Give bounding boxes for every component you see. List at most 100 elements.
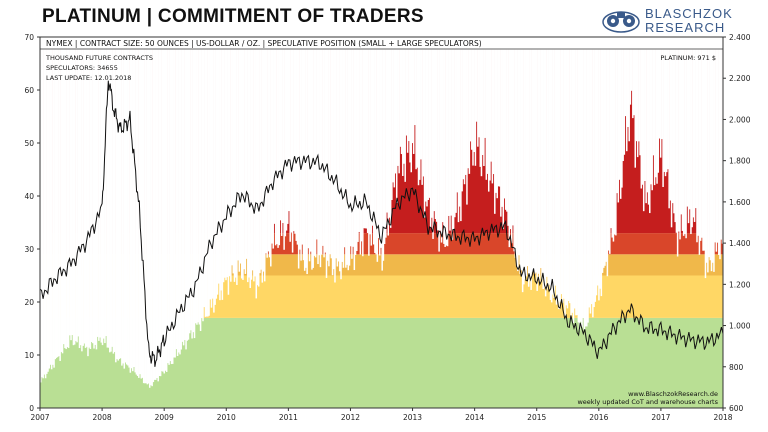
speculator-bar — [434, 49, 437, 220]
speculator-bar — [669, 49, 672, 201]
speculator-bar — [537, 49, 540, 274]
speculator-bar — [104, 49, 106, 344]
speculator-bar — [364, 49, 366, 229]
speculator-bar — [340, 49, 342, 280]
speculator-bar — [714, 49, 716, 243]
speculator-bar — [651, 49, 653, 191]
speculator-bar — [556, 49, 559, 301]
speculator-bar — [641, 49, 644, 185]
speculator-bar — [584, 49, 587, 327]
speculator-bar — [102, 49, 105, 339]
speculator-bar — [617, 49, 620, 203]
speculator-bar — [699, 49, 702, 241]
speculator-bar — [642, 49, 645, 212]
speculator-bar — [716, 49, 719, 243]
speculator-bar — [590, 49, 593, 305]
speculator-bar — [560, 49, 563, 295]
speculator-bar — [369, 49, 371, 235]
speculator-bar — [418, 49, 421, 180]
speculator-bar — [636, 49, 639, 158]
speculator-bar — [362, 49, 364, 257]
speculator-bar — [243, 49, 245, 270]
speculator-bar — [681, 49, 684, 231]
speculator-bar — [257, 49, 260, 287]
speculator-bar — [638, 49, 640, 142]
y-left-tick-label: 70 — [24, 33, 34, 42]
speculator-bar — [44, 49, 47, 379]
y-left-tick-label: 0 — [29, 404, 34, 413]
speculator-bar — [709, 49, 712, 261]
speculator-bar — [649, 49, 651, 214]
speculator-bar — [411, 49, 414, 144]
speculator-bar — [263, 49, 266, 282]
speculator-bar — [50, 49, 53, 370]
price-label: PLATINUM: 971 $ — [660, 54, 716, 62]
y-right-tick-label: 800 — [729, 363, 744, 372]
speculator-bar — [286, 49, 289, 224]
speculator-bar — [705, 49, 708, 263]
speculator-bar — [289, 49, 291, 242]
speculator-bar — [147, 49, 150, 384]
speculator-bar — [563, 49, 565, 299]
speculator-bar — [690, 49, 692, 235]
speculator-bar — [657, 49, 660, 173]
speculator-bar — [42, 49, 44, 379]
speculator-bar — [151, 49, 153, 387]
speculator-bar — [448, 49, 450, 216]
x-tick-label: 2010 — [217, 413, 236, 422]
speculator-bar — [397, 49, 399, 166]
speculator-bar — [693, 49, 696, 222]
speculator-bar — [667, 49, 669, 170]
speculator-bar — [456, 49, 459, 193]
x-axis: 2007 2008 2009 2010 2011 2012 2013 2014 2015 2016… — [30, 408, 733, 422]
speculator-bar — [93, 49, 95, 349]
speculator-bar — [619, 49, 622, 199]
speculator-bar — [98, 49, 100, 341]
speculator-bar — [374, 49, 376, 253]
speculator-bar — [630, 49, 633, 91]
speculator-bar — [627, 49, 629, 127]
speculator-bar — [308, 49, 311, 262]
speculator-bar — [261, 49, 264, 283]
speculator-bar — [455, 49, 457, 213]
speculator-bar — [116, 49, 118, 360]
speculator-bar — [589, 49, 592, 314]
speculator-bar — [134, 49, 136, 373]
speculator-bar — [386, 49, 388, 213]
speculator-bar — [512, 49, 514, 226]
speculator-bar — [326, 49, 329, 261]
speculator-bar — [82, 49, 84, 346]
speculator-bar — [169, 49, 172, 362]
speculator-bar — [640, 49, 643, 189]
speculator-bar — [481, 49, 484, 155]
speculator-bar — [54, 49, 57, 360]
speculator-bar — [260, 49, 262, 270]
speculator-bar — [197, 49, 199, 323]
speculator-bar — [368, 49, 370, 256]
speculator-bar — [217, 49, 220, 284]
speculator-bar — [612, 49, 615, 242]
speculator-bar — [692, 49, 695, 218]
speculator-bar — [306, 49, 308, 275]
speculator-bar — [495, 49, 497, 193]
speculator-bar — [145, 49, 147, 384]
speculator-bar — [65, 49, 67, 350]
speculator-bar — [41, 49, 43, 378]
speculator-bar — [518, 49, 520, 256]
speculator-bar — [319, 49, 322, 268]
speculator-bar — [88, 49, 90, 348]
speculator-bar — [609, 49, 611, 254]
y-left-tick-label: 60 — [24, 86, 34, 95]
speculator-bar — [480, 49, 483, 177]
speculator-bar — [376, 49, 379, 262]
speculator-bar — [170, 49, 173, 365]
speculator-bar — [496, 49, 498, 199]
speculator-bar — [105, 49, 107, 337]
speculator-bar — [176, 49, 179, 357]
speculator-bar — [84, 49, 87, 348]
speculator-bar — [360, 49, 363, 242]
speculator-bar — [83, 49, 86, 344]
speculator-bar — [345, 49, 347, 268]
speculator-bar — [232, 49, 235, 274]
speculator-bar — [686, 49, 689, 207]
